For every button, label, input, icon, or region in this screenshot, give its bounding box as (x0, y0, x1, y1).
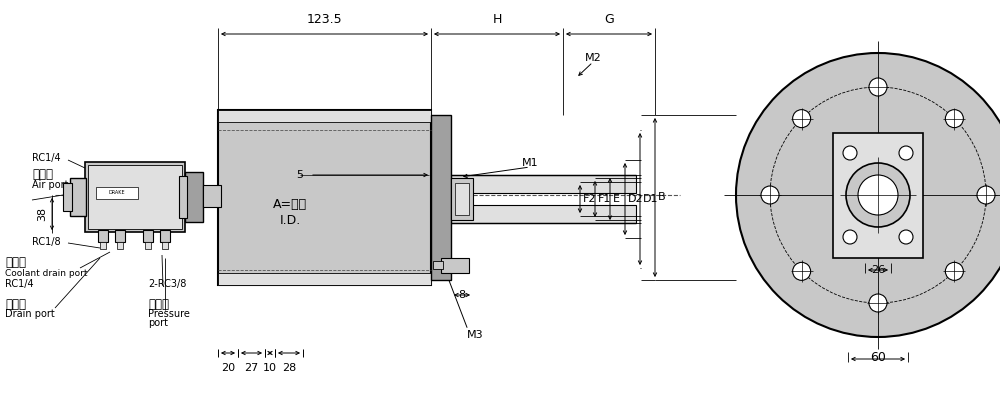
Bar (441, 258, 469, 273)
Text: M1: M1 (522, 158, 539, 168)
Text: 5: 5 (296, 170, 304, 180)
Text: 123.5: 123.5 (307, 13, 342, 26)
Text: M3: M3 (467, 330, 483, 340)
Bar (160, 230, 170, 242)
Text: RC1/8: RC1/8 (32, 237, 61, 247)
Bar (145, 242, 151, 249)
Text: 20: 20 (221, 363, 235, 373)
Circle shape (843, 146, 857, 160)
Text: Pressure: Pressure (148, 309, 190, 319)
Text: M2: M2 (585, 53, 601, 63)
Bar (218, 273, 431, 285)
Bar (88, 165, 182, 229)
Bar (833, 132, 923, 258)
Bar (117, 242, 123, 249)
Circle shape (793, 262, 811, 280)
Bar (455, 183, 469, 215)
Bar (115, 230, 125, 242)
Circle shape (736, 53, 1000, 337)
Bar (162, 242, 168, 249)
Text: D2: D2 (628, 194, 644, 204)
Text: RC1/4: RC1/4 (5, 279, 34, 289)
Bar (98, 230, 108, 242)
Text: 27: 27 (244, 363, 259, 373)
Circle shape (899, 230, 913, 244)
Text: H: H (492, 13, 502, 26)
Bar (185, 172, 203, 222)
Circle shape (945, 110, 963, 128)
Text: DRAKE: DRAKE (109, 190, 125, 196)
Bar (63, 183, 72, 211)
Bar (218, 110, 431, 122)
Text: 回水孔: 回水孔 (5, 256, 26, 270)
Text: 回油孔: 回油孔 (5, 298, 26, 310)
Text: Coolant drain port: Coolant drain port (5, 270, 88, 278)
Text: 38: 38 (37, 207, 47, 221)
Bar (451, 175, 636, 193)
Text: D1: D1 (643, 194, 658, 204)
Text: 2-RC3/8: 2-RC3/8 (148, 279, 186, 289)
Text: G: G (604, 13, 614, 26)
Text: 28: 28 (282, 363, 296, 373)
Text: F1: F1 (598, 194, 611, 204)
Circle shape (977, 186, 995, 204)
Text: port: port (148, 318, 168, 328)
Bar (433, 261, 443, 269)
Bar (218, 110, 431, 285)
Bar (431, 115, 451, 280)
Circle shape (846, 163, 910, 227)
Text: 注气孔: 注气孔 (32, 168, 53, 182)
Text: I.D.: I.D. (279, 214, 301, 226)
Text: Drain port: Drain port (5, 309, 55, 319)
Text: A=缸径: A=缸径 (273, 198, 307, 212)
Bar (100, 242, 106, 249)
Text: B: B (658, 192, 666, 202)
Text: Air port: Air port (32, 180, 68, 190)
Bar (451, 178, 473, 220)
Bar (96, 187, 138, 199)
Circle shape (858, 175, 898, 215)
Bar (143, 230, 153, 242)
Text: 26: 26 (871, 265, 885, 275)
Bar (451, 205, 636, 223)
Circle shape (761, 186, 779, 204)
Bar (70, 178, 86, 216)
Text: RC1/4: RC1/4 (32, 153, 61, 163)
Text: F2: F2 (583, 194, 596, 204)
Text: 进油孔: 进油孔 (148, 298, 169, 310)
Bar (203, 185, 221, 207)
Circle shape (899, 146, 913, 160)
Bar (179, 176, 187, 218)
Text: E: E (613, 194, 620, 204)
Circle shape (869, 78, 887, 96)
Text: 60: 60 (870, 351, 886, 364)
Circle shape (793, 110, 811, 128)
Text: 8: 8 (458, 290, 466, 300)
Circle shape (843, 230, 857, 244)
Circle shape (869, 294, 887, 312)
Circle shape (945, 262, 963, 280)
Bar (85, 162, 185, 232)
Text: 10: 10 (263, 363, 277, 373)
